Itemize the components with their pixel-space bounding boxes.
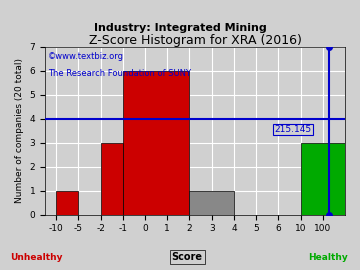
Title: Z-Score Histogram for XRA (2016): Z-Score Histogram for XRA (2016) [89,34,301,47]
Text: ©www.textbiz.org: ©www.textbiz.org [48,52,124,61]
Text: Score: Score [172,252,203,262]
Bar [100,143,123,215]
Bar [123,71,189,215]
Text: Healthy: Healthy [308,253,347,262]
Y-axis label: Number of companies (20 total): Number of companies (20 total) [15,58,24,203]
Bar [301,143,345,215]
Text: 215.145: 215.145 [275,125,312,134]
Text: Industry: Integrated Mining: Industry: Integrated Mining [94,23,266,33]
Bar [56,191,78,215]
Bar [189,191,234,215]
Text: The Research Foundation of SUNY: The Research Foundation of SUNY [48,69,191,78]
Text: Unhealthy: Unhealthy [10,253,62,262]
